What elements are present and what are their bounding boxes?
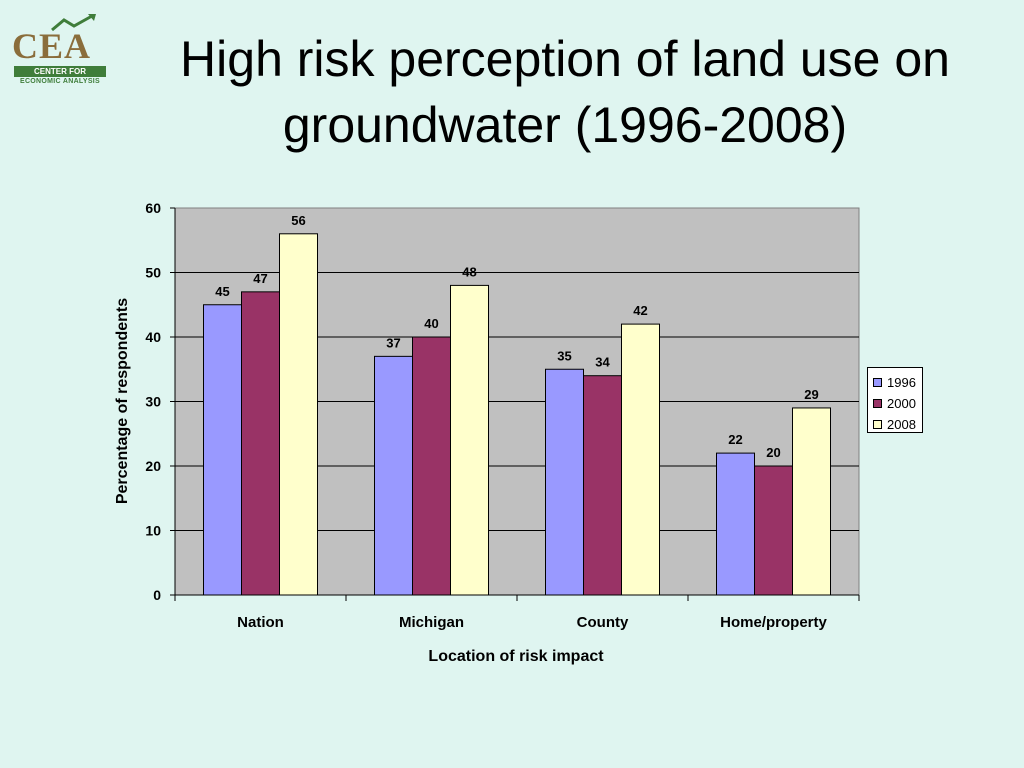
bar-2000-michigan bbox=[412, 336, 451, 596]
logo-subtitle: ECONOMIC ANALYSIS bbox=[19, 78, 101, 85]
legend-item-2000: 2000 bbox=[873, 393, 922, 414]
y-tick-label: 20 bbox=[145, 458, 161, 474]
x-tick-labels: Nation Michigan County Home/property bbox=[237, 614, 827, 631]
data-label: 56 bbox=[291, 213, 305, 228]
x-axis-title: Location of risk impact bbox=[428, 648, 604, 665]
y-tick-label: 30 bbox=[145, 394, 161, 410]
data-label: 47 bbox=[253, 271, 267, 286]
bar-1996-nation bbox=[203, 304, 242, 596]
bar-2008-county bbox=[621, 323, 660, 596]
bars bbox=[203, 233, 831, 596]
data-label: 20 bbox=[766, 445, 780, 460]
y-tick-labels: 0 10 20 30 40 50 60 bbox=[145, 200, 161, 603]
bar-1996-michigan bbox=[374, 355, 413, 596]
data-label: 37 bbox=[386, 335, 400, 350]
y-tick-label: 10 bbox=[145, 523, 161, 539]
slide-title-line-2: groundwater (1996-2008) bbox=[282, 97, 848, 153]
axes bbox=[170, 207, 860, 601]
bar-2008-nation bbox=[279, 233, 318, 596]
logo-arrow-icon bbox=[51, 14, 96, 32]
x-tick-label: Home/property bbox=[720, 614, 827, 631]
logo-band: CENTER FOR bbox=[14, 66, 106, 77]
data-label: 35 bbox=[557, 348, 571, 363]
bar-1996-county bbox=[545, 368, 584, 596]
y-tick-label: 40 bbox=[145, 329, 161, 345]
bar-2008-michigan bbox=[450, 284, 489, 596]
legend-swatch-2000 bbox=[873, 399, 882, 408]
bar-2000-home-property bbox=[754, 465, 793, 596]
data-label: 45 bbox=[215, 284, 229, 299]
cea-logo: CEA CENTER FOR ECONOMIC ANALYSIS bbox=[12, 14, 108, 85]
data-label: 29 bbox=[804, 387, 818, 402]
x-tick-label: Nation bbox=[237, 614, 284, 631]
data-label: 34 bbox=[595, 355, 610, 370]
legend-label-2008: 2008 bbox=[887, 417, 916, 432]
legend-swatch-2008 bbox=[873, 420, 882, 429]
data-label: 22 bbox=[728, 432, 742, 447]
legend-label-2000: 2000 bbox=[887, 396, 916, 411]
legend-item-1996: 1996 bbox=[873, 372, 922, 393]
logo-text: CEA bbox=[12, 26, 92, 66]
legend-swatch-1996 bbox=[873, 378, 882, 387]
legend-item-2008: 2008 bbox=[873, 414, 922, 435]
bar-1996-home-property bbox=[716, 452, 755, 596]
bar-2000-county bbox=[583, 375, 622, 596]
data-label: 48 bbox=[462, 264, 476, 279]
slide-title-line-1: High risk perception of land use on bbox=[180, 31, 950, 87]
data-labels: 45 47 56 37 40 48 35 34 42 22 20 29 bbox=[215, 213, 818, 460]
y-tick-label: 50 bbox=[145, 265, 161, 281]
y-tick-label: 60 bbox=[145, 200, 161, 216]
data-label: 40 bbox=[424, 316, 438, 331]
legend: 1996 2000 2008 bbox=[867, 367, 923, 433]
x-tick-label: Michigan bbox=[399, 614, 464, 631]
x-tick-label: County bbox=[577, 614, 629, 631]
bar-2008-home-property bbox=[792, 407, 831, 596]
legend-label-1996: 1996 bbox=[887, 375, 916, 390]
bar-2000-nation bbox=[241, 291, 280, 596]
data-label: 42 bbox=[633, 303, 647, 318]
y-axis-title: Percentage of respondents bbox=[114, 298, 131, 504]
y-tick-label: 0 bbox=[153, 587, 161, 603]
slide-title: High risk perception of land use on grou… bbox=[110, 26, 1020, 158]
